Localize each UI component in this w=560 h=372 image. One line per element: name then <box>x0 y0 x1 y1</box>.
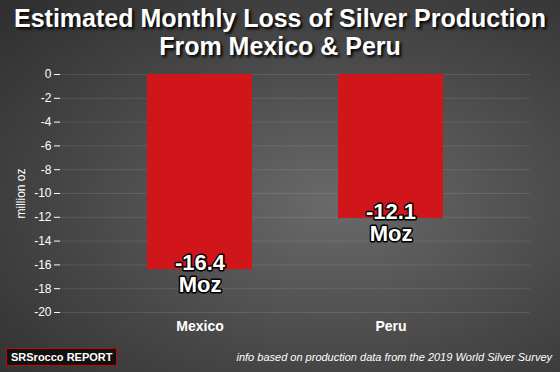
svg-text:Peru: Peru <box>375 318 406 334</box>
svg-text:-10: -10 <box>34 186 52 200</box>
svg-text:-12.1Moz: -12.1Moz <box>366 199 416 246</box>
svg-text:-4: -4 <box>41 115 52 129</box>
html-text:info based on production data: info based on production data from the 2… <box>236 351 552 363</box>
svg-text:-6: -6 <box>41 139 52 153</box>
svg-text:-20: -20 <box>34 305 52 319</box>
svg-text:-12: -12 <box>34 210 52 224</box>
svg-text:-2: -2 <box>41 91 52 105</box>
svg-text:-16.4Moz: -16.4Moz <box>175 250 226 297</box>
html-text:SRSrocco REPORT: SRSrocco REPORT <box>11 351 113 363</box>
svg-text:million oz: million oz <box>14 168 28 218</box>
html-text:Estimated Monthly Loss of Silv: Estimated Monthly Loss of Silver Product… <box>14 4 546 60</box>
svg-text:Mexico: Mexico <box>176 318 223 334</box>
svg-text:-14: -14 <box>34 234 52 248</box>
svg-text:0: 0 <box>45 67 52 81</box>
svg-text:-18: -18 <box>34 282 52 296</box>
svg-text:-16: -16 <box>34 258 52 272</box>
svg-text:-8: -8 <box>41 163 52 177</box>
